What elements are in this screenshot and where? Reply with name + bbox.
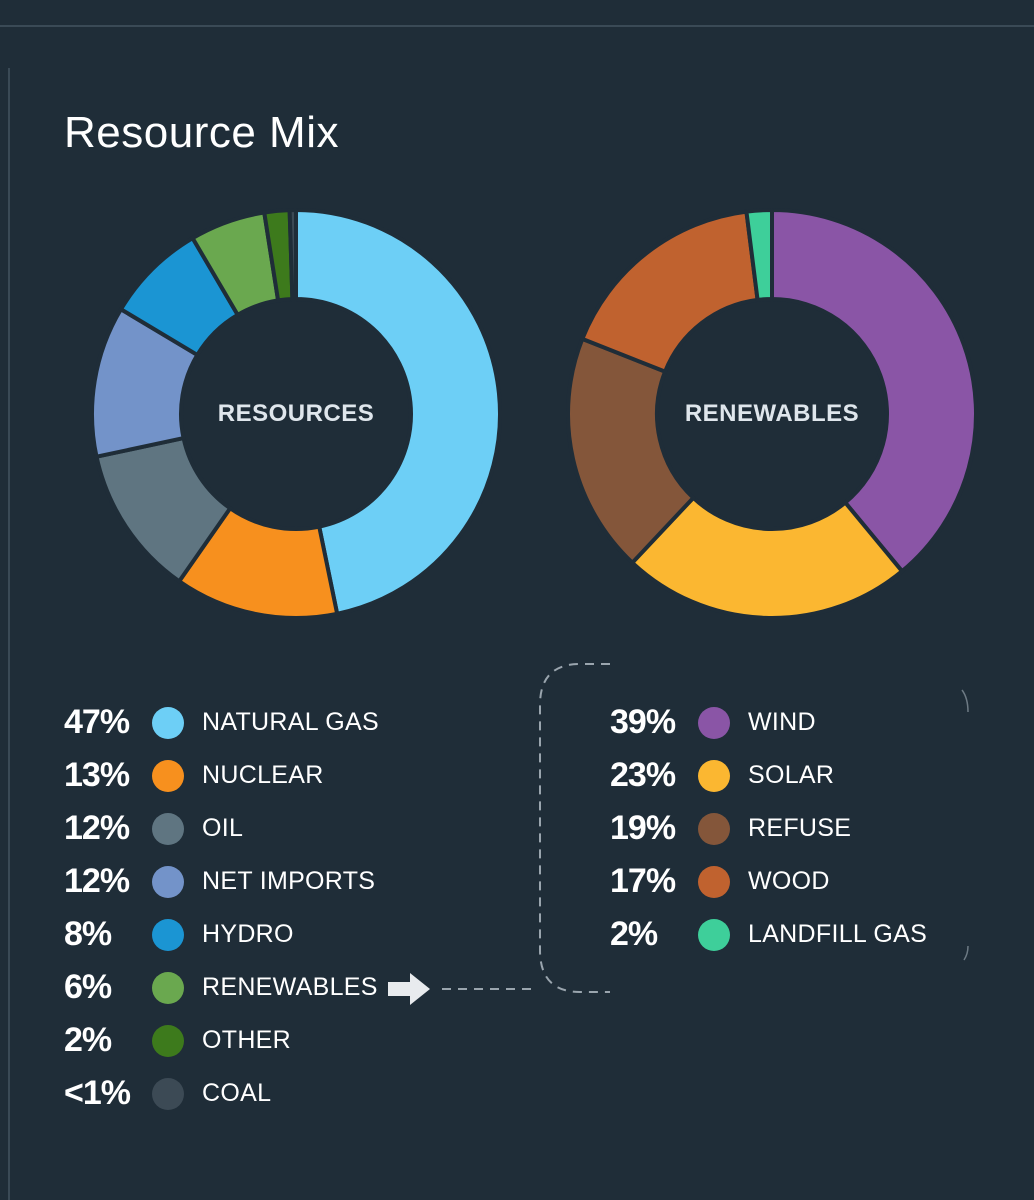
legend-item-wind: 39% WIND <box>610 696 816 749</box>
legend-swatch <box>152 971 184 1004</box>
legend-percent: 23% <box>610 756 676 794</box>
legend-swatch <box>152 918 184 951</box>
legend-percent: 2% <box>610 915 658 953</box>
renewables-donut-chart: RENEWABLES <box>566 208 978 620</box>
slice-wood <box>580 209 760 374</box>
top-divider <box>0 25 1034 27</box>
legend-label: NET IMPORTS <box>202 867 376 895</box>
legend-label: WOOD <box>748 867 830 895</box>
legend-swatch <box>152 865 184 898</box>
page-title: Resource Mix <box>64 108 339 157</box>
legend-percent: 17% <box>610 862 676 900</box>
legend-swatch <box>698 759 730 792</box>
legend-item-natural-gas: 47% NATURAL GAS <box>64 696 379 749</box>
slice-landfill-gas <box>744 208 774 302</box>
legend-item-other: 2% OTHER <box>64 1014 291 1067</box>
legend-percent: 6% <box>64 968 112 1006</box>
legend-label: SOLAR <box>748 761 835 789</box>
legend-label: COAL <box>202 1079 272 1107</box>
left-divider <box>8 68 10 1200</box>
right-arrow-icon <box>388 973 430 1005</box>
slice-solar <box>630 495 905 620</box>
legend-label: HYDRO <box>202 920 294 948</box>
legend-label: OIL <box>202 814 244 842</box>
slice-wind <box>770 208 978 574</box>
renewables-center-label: RENEWABLES <box>684 400 860 427</box>
legend-label: NATURAL GAS <box>202 708 379 736</box>
legend-swatch <box>698 918 730 951</box>
legend-label: OTHER <box>202 1026 291 1054</box>
legend-swatch <box>152 759 184 792</box>
connector-bracket-line <box>539 663 610 993</box>
legend-swatch <box>698 812 730 845</box>
legend-percent: 39% <box>610 703 676 741</box>
legend-percent: <1% <box>64 1074 131 1112</box>
legend-percent: 19% <box>610 809 676 847</box>
legend-percent: 13% <box>64 756 130 794</box>
legend-item-coal: <1% COAL <box>64 1067 271 1120</box>
legend-swatch <box>152 1024 184 1057</box>
resources-donut-chart: RESOURCES <box>90 208 502 620</box>
legend-item-hydro: 8% HYDRO <box>64 908 294 961</box>
slice-refuse <box>566 336 696 565</box>
legend-percent: 2% <box>64 1021 112 1059</box>
legend-swatch <box>152 706 184 739</box>
legend-label: WIND <box>748 708 816 736</box>
legend-label: REFUSE <box>748 814 852 842</box>
legend-swatch <box>152 1077 184 1110</box>
legend-item-refuse: 19% REFUSE <box>610 802 851 855</box>
resources-center-label: RESOURCES <box>217 400 375 427</box>
legend-percent: 8% <box>64 915 112 953</box>
legend-percent: 47% <box>64 703 130 741</box>
legend-percent: 12% <box>64 809 130 847</box>
legend-item-net-imports: 12% NET IMPORTS <box>64 855 375 908</box>
legend-swatch <box>152 812 184 845</box>
legend-label: NUCLEAR <box>202 761 324 789</box>
legend-label: RENEWABLES <box>202 973 378 1001</box>
resources-donut-svg <box>90 208 502 620</box>
slice-coal <box>287 208 298 302</box>
legend-label: LANDFILL GAS <box>748 920 928 948</box>
legend-item-landfill-gas: 2% LANDFILL GAS <box>610 908 927 961</box>
legend-item-oil: 12% OIL <box>64 802 243 855</box>
connector-right-edge <box>961 689 969 961</box>
renewables-donut-svg <box>566 208 978 620</box>
legend-item-renewables: 6% RENEWABLES <box>64 961 378 1014</box>
legend-item-nuclear: 13% NUCLEAR <box>64 749 324 802</box>
legend-percent: 12% <box>64 862 130 900</box>
legend-item-wood: 17% WOOD <box>610 855 830 908</box>
legend-swatch <box>698 865 730 898</box>
slice-natural-gas <box>294 208 502 616</box>
legend-item-solar: 23% SOLAR <box>610 749 834 802</box>
legend-swatch <box>698 706 730 739</box>
